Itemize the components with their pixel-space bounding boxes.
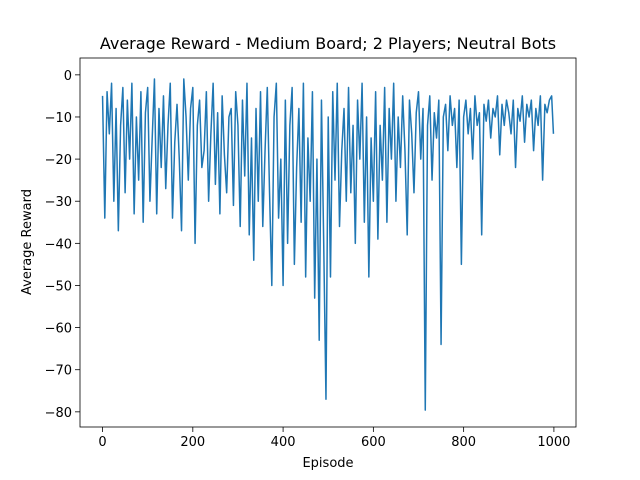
y-tick-label: −30 [45,195,72,210]
y-tick-label: −60 [45,322,72,337]
chart-title: Average Reward - Medium Board; 2 Players… [100,34,556,53]
y-tick-label: −80 [45,406,72,421]
x-axis-label: Episode [302,456,353,471]
x-tick-label: 800 [451,435,476,450]
x-tick-label: 200 [180,435,205,450]
x-tick-label: 600 [361,435,386,450]
x-tick-label: 0 [98,435,106,450]
plot-frame [79,57,577,428]
y-tick-label: 0 [64,69,72,84]
x-tick-label: 400 [271,435,296,450]
y-axis-label: Average Reward [20,189,35,295]
line [101,78,555,411]
y-tick-label: −20 [45,153,72,168]
y-tick-label: −50 [45,279,72,294]
y-tick-label: −70 [45,364,72,379]
x-tick-label: 1000 [537,435,570,450]
y-tick-label: −40 [45,237,72,252]
y-tick-label: −10 [45,111,72,126]
